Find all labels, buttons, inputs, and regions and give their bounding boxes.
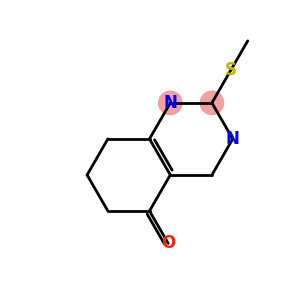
Text: N: N — [164, 94, 177, 112]
Text: N: N — [226, 130, 240, 148]
Text: O: O — [161, 234, 176, 252]
Text: S: S — [225, 61, 237, 79]
Circle shape — [200, 91, 224, 115]
Circle shape — [158, 91, 183, 115]
